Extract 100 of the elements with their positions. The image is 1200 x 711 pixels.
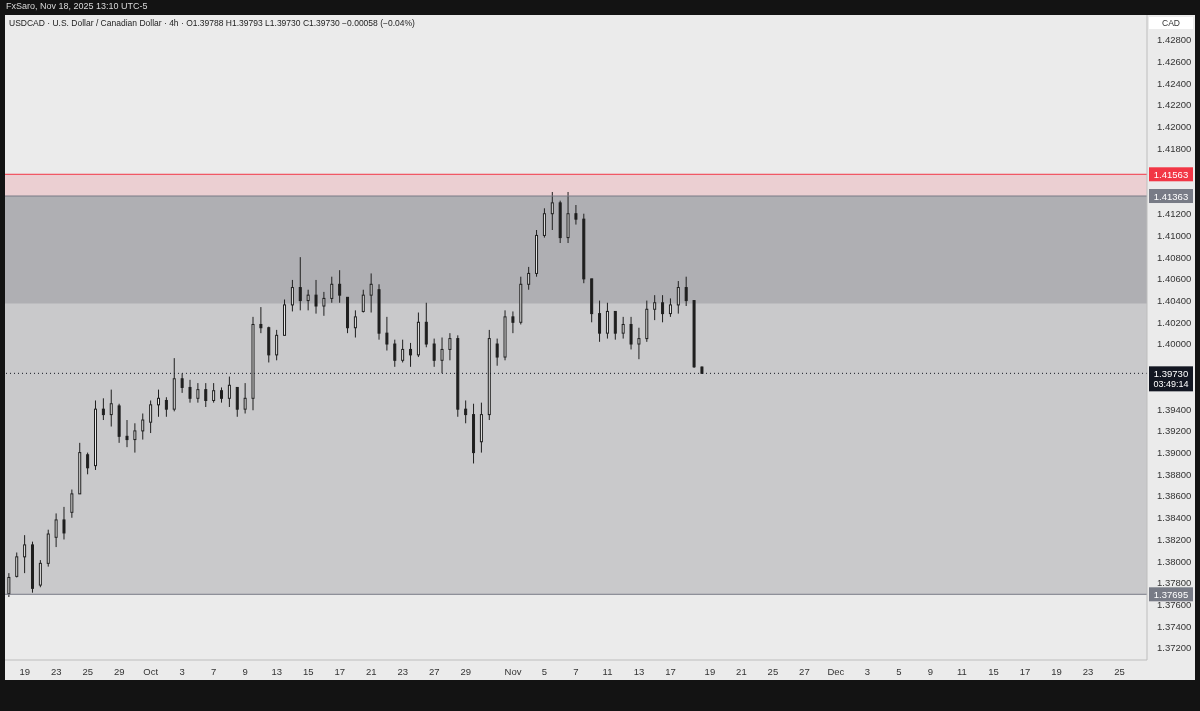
- candlestick: [306, 289, 310, 311]
- x-tick-label: 3: [179, 665, 185, 677]
- candlestick: [409, 342, 413, 368]
- y-tick-label: 1.42000: [1157, 121, 1192, 133]
- candlestick: [109, 389, 113, 428]
- candlestick: [322, 291, 326, 317]
- candlestick: [621, 316, 625, 340]
- x-tick-label: 11: [602, 665, 613, 677]
- candlestick: [495, 338, 499, 367]
- candlestick: [101, 397, 105, 421]
- x-tick-label: 19: [19, 665, 30, 677]
- y-tick-label: 1.38600: [1157, 490, 1192, 502]
- x-tick-label: Nov: [504, 665, 522, 677]
- candlestick: [353, 309, 357, 338]
- x-tick-label: 5: [541, 665, 548, 677]
- y-tick-label: 1.38400: [1157, 512, 1192, 524]
- x-tick-label: 13: [271, 665, 283, 677]
- y-tick-label: 1.39000: [1157, 446, 1192, 458]
- x-tick-label: 25: [1114, 665, 1125, 677]
- x-tick-label: 21: [365, 665, 377, 677]
- y-tick-label: 1.40000: [1157, 338, 1192, 350]
- candlestick: [141, 413, 145, 441]
- y-tick-label: 1.41800: [1157, 142, 1192, 154]
- y-tick-label: 1.42800: [1157, 34, 1192, 46]
- x-tick-label: 21: [736, 665, 747, 677]
- chart-subtitle: USDCAD · U.S. Dollar / Canadian Dollar · 4h · O1.39788 H1.39793 L1.39730 C1.39730 −0.00058 (−0.04%): [9, 18, 415, 28]
- candlestick: [235, 386, 239, 418]
- candlestick: [330, 276, 334, 304]
- ref-line-label: 1.41563: [1153, 168, 1189, 180]
- x-tick-label: 9: [927, 665, 934, 677]
- candlestick: [401, 339, 405, 363]
- ref-line-label: 1.39730: [1153, 367, 1189, 379]
- y-tick-label: 1.37600: [1157, 598, 1192, 610]
- candlestick: [70, 489, 74, 519]
- x-tick-label: 27: [428, 665, 440, 677]
- chart-title: FxSaro, Nov 18, 2025 13:10 UTC-5: [6, 1, 148, 11]
- candlestick: [598, 300, 602, 343]
- candlestick: [243, 382, 247, 415]
- candlestick: [157, 389, 160, 418]
- candlestick: [566, 191, 570, 244]
- y-tick-label: 1.38000: [1157, 555, 1192, 567]
- x-tick-label: 7: [211, 665, 217, 677]
- candlestick: [15, 552, 19, 578]
- x-tick-label: Dec: [827, 665, 845, 677]
- candlestick: [668, 297, 672, 318]
- x-tick-label: 7: [573, 665, 579, 677]
- y-tick-label: 1.42200: [1157, 99, 1192, 111]
- x-tick-label: 23: [50, 665, 62, 677]
- y-tick-label: 1.40600: [1157, 273, 1192, 285]
- candlestick: [62, 506, 66, 540]
- candlestick: [196, 382, 200, 404]
- x-tick-label: 29: [460, 665, 472, 677]
- candlestick: [637, 327, 641, 360]
- candlestick: [424, 302, 428, 348]
- text: 03:49:14: [1153, 379, 1189, 390]
- y-tick-label: 1.42400: [1157, 77, 1192, 89]
- x-tick-label: 29: [113, 665, 125, 677]
- candlestick: [574, 204, 578, 226]
- candlestick: [361, 289, 365, 314]
- ref-line-label: 1.41363: [1153, 190, 1189, 202]
- candlestick: [511, 310, 515, 334]
- x-tick-label: 11: [956, 665, 967, 677]
- candlestick: [527, 266, 531, 291]
- candlestick: [54, 512, 58, 548]
- y-tick-label: 1.38200: [1157, 533, 1192, 545]
- candlestick: [676, 280, 680, 315]
- candlestick: [298, 256, 302, 311]
- y-tick-label: 1.37200: [1157, 642, 1192, 654]
- candlestick: [432, 338, 436, 368]
- y-tick-label: 1.37400: [1157, 620, 1192, 632]
- x-tick-label: 25: [767, 665, 779, 677]
- candlestick: [605, 302, 609, 340]
- candlestick: [684, 276, 688, 307]
- candlestick: [314, 279, 318, 315]
- x-tick-label: 23: [397, 665, 409, 677]
- x-tick-label: 15: [302, 665, 314, 677]
- candlestick: [227, 376, 231, 408]
- candlestick: [613, 310, 617, 341]
- candlestick: [542, 207, 546, 239]
- candlestick: [188, 379, 192, 404]
- candlestick: [259, 306, 263, 334]
- y-tick-label: 1.39400: [1157, 403, 1192, 415]
- y-tick-label: 1.38800: [1157, 468, 1192, 480]
- candlestick: [661, 294, 665, 323]
- y-tick-label: 1.40800: [1157, 251, 1192, 263]
- x-tick-label: 19: [1051, 665, 1062, 677]
- y-tick-label: 1.37800: [1157, 577, 1192, 589]
- candlestick: [393, 339, 397, 368]
- x-tick-label: 5: [896, 665, 902, 677]
- y-tick-label: 1.39200: [1157, 425, 1192, 437]
- candlestick: [385, 316, 389, 352]
- candlestick: [290, 279, 294, 312]
- x-tick-label: 27: [799, 665, 810, 677]
- x-tick-label: 13: [633, 665, 645, 677]
- candlestick: [550, 191, 554, 231]
- candlestick: [133, 422, 137, 454]
- candlestick: [38, 559, 42, 588]
- candlestick: [464, 399, 468, 424]
- x-tick-label: 17: [1019, 665, 1031, 677]
- x-tick-label: 9: [242, 665, 248, 677]
